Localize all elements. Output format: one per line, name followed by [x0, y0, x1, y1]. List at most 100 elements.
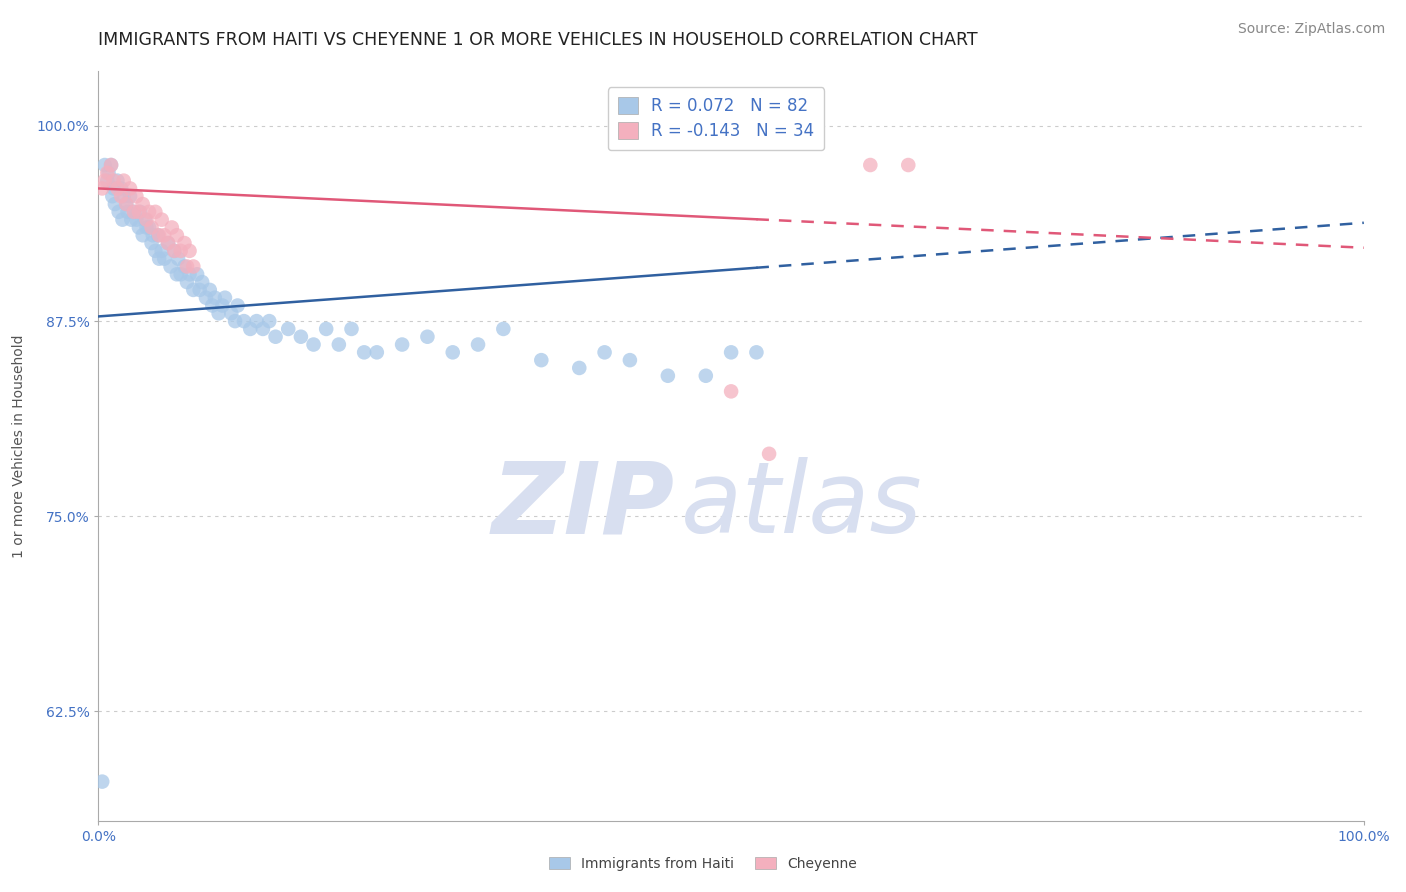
Point: [163, 244, 186, 258]
Point: [568, 360, 591, 375]
Point: [173, 235, 195, 250]
Point: [93, 158, 117, 172]
Point: [183, 260, 205, 274]
Point: [112, 189, 135, 203]
Point: [188, 283, 211, 297]
Point: [191, 275, 214, 289]
Y-axis label: 1 or more Vehicles in Household: 1 or more Vehicles in Household: [11, 334, 25, 558]
Point: [153, 228, 176, 243]
Point: [264, 329, 287, 343]
Point: [112, 173, 135, 187]
Point: [148, 252, 170, 266]
Point: [416, 329, 439, 343]
Point: [115, 197, 138, 211]
Point: [173, 260, 195, 274]
Point: [179, 267, 201, 281]
Point: [302, 337, 325, 351]
Point: [745, 345, 768, 359]
Point: [194, 291, 218, 305]
Point: [125, 212, 148, 227]
Point: [125, 189, 148, 203]
Point: [134, 212, 156, 227]
Point: [128, 220, 150, 235]
Point: [157, 235, 180, 250]
Point: [593, 345, 616, 359]
Point: [145, 204, 166, 219]
Point: [277, 322, 299, 336]
Point: [183, 283, 205, 297]
Point: [695, 368, 717, 383]
Point: [153, 252, 176, 266]
Point: [157, 235, 180, 250]
Point: [290, 329, 312, 343]
Point: [129, 204, 152, 219]
Point: [91, 181, 114, 195]
Point: [96, 173, 118, 187]
Point: [107, 204, 129, 219]
Point: [103, 173, 125, 187]
Point: [100, 158, 122, 172]
Point: [96, 166, 118, 180]
Point: [91, 774, 114, 789]
Point: [115, 197, 138, 211]
Point: [492, 322, 515, 336]
Point: [897, 158, 920, 172]
Point: [208, 306, 231, 320]
Legend: Immigrants from Haiti, Cheyenne: Immigrants from Haiti, Cheyenne: [544, 851, 862, 876]
Point: [122, 204, 145, 219]
Point: [219, 306, 243, 320]
Point: [107, 181, 129, 195]
Point: [138, 204, 160, 219]
Point: [132, 228, 155, 243]
Point: [619, 353, 641, 368]
Point: [530, 353, 553, 368]
Point: [150, 212, 173, 227]
Point: [315, 322, 337, 336]
Point: [117, 204, 139, 219]
Point: [198, 283, 221, 297]
Point: [167, 252, 190, 266]
Point: [214, 291, 236, 305]
Point: [226, 298, 249, 312]
Text: atlas: atlas: [681, 458, 922, 555]
Text: ZIP: ZIP: [491, 458, 675, 555]
Point: [146, 228, 169, 243]
Point: [135, 220, 157, 235]
Point: [120, 181, 141, 195]
Point: [141, 235, 163, 250]
Point: [252, 322, 274, 336]
Point: [148, 228, 170, 243]
Point: [441, 345, 464, 359]
Point: [859, 158, 882, 172]
Point: [353, 345, 375, 359]
Point: [166, 267, 188, 281]
Point: [176, 275, 198, 289]
Point: [103, 181, 125, 195]
Point: [100, 158, 122, 172]
Text: IMMIGRANTS FROM HAITI VS CHEYENNE 1 OR MORE VEHICLES IN HOUSEHOLD CORRELATION CH: IMMIGRANTS FROM HAITI VS CHEYENNE 1 OR M…: [98, 31, 979, 49]
Point: [97, 166, 120, 180]
Point: [179, 244, 201, 258]
Point: [107, 173, 129, 187]
Point: [224, 314, 246, 328]
Point: [141, 220, 163, 235]
Point: [720, 345, 742, 359]
Point: [110, 189, 132, 203]
Point: [328, 337, 350, 351]
Point: [239, 322, 262, 336]
Point: [101, 189, 124, 203]
Point: [135, 212, 157, 227]
Point: [204, 291, 226, 305]
Point: [246, 314, 269, 328]
Point: [391, 337, 413, 351]
Point: [758, 447, 780, 461]
Point: [132, 197, 155, 211]
Point: [120, 189, 141, 203]
Point: [176, 260, 198, 274]
Point: [340, 322, 363, 336]
Point: [233, 314, 256, 328]
Point: [169, 244, 191, 258]
Point: [138, 220, 160, 235]
Text: Source: ZipAtlas.com: Source: ZipAtlas.com: [1237, 22, 1385, 37]
Point: [163, 244, 186, 258]
